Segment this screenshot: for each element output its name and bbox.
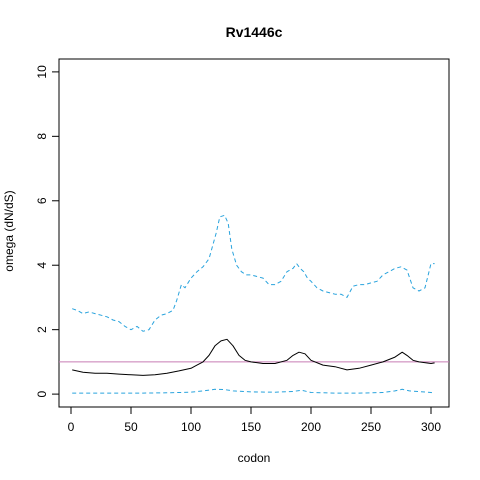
y-tick-label: 8 <box>35 133 49 140</box>
series-line-0 <box>72 338 435 376</box>
x-axis: 0 50 100 150 200 250 300 <box>68 406 441 434</box>
chart-title: Rv1446c <box>226 24 283 40</box>
y-tick-label: 6 <box>35 197 49 204</box>
plot-frame <box>58 58 450 408</box>
x-tick-label: 100 <box>181 420 201 434</box>
x-tick-label: 50 <box>124 420 138 434</box>
x-axis-label: codon <box>238 451 271 465</box>
y-axis: 0 2 4 6 8 10 <box>35 65 60 397</box>
x-tick-label: 250 <box>361 420 381 434</box>
y-tick-label: 4 <box>35 262 49 269</box>
y-tick-label: 0 <box>35 390 49 397</box>
plot-area <box>59 214 449 394</box>
x-tick-label: 200 <box>301 420 321 434</box>
x-tick-label: 0 <box>68 420 75 434</box>
x-tick-label: 300 <box>421 420 441 434</box>
series-line-1 <box>72 214 435 332</box>
series-line-2 <box>72 388 435 394</box>
y-axis-label: omega (dN/dS) <box>2 190 16 271</box>
x-tick-label: 150 <box>241 420 261 434</box>
y-tick-label: 2 <box>35 326 49 333</box>
y-tick-label: 10 <box>35 65 49 79</box>
